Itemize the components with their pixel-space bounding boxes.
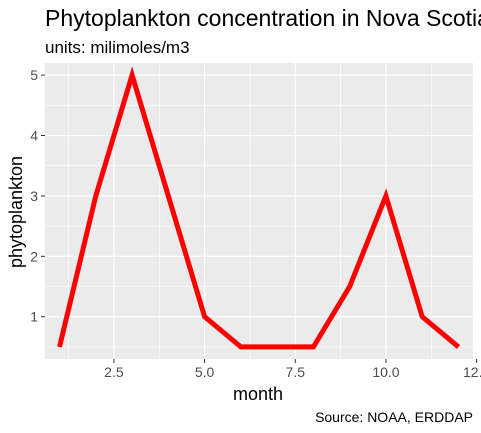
y-axis-title: phytoplankton <box>6 156 26 268</box>
y-tick-label: 2 <box>30 248 38 264</box>
chart-subtitle: units: milimoles/m3 <box>45 38 190 57</box>
y-tick-label: 4 <box>30 127 38 143</box>
chart-caption: Source: NOAA, ERDDAP <box>315 409 473 425</box>
x-tick-label: 7.5 <box>286 364 306 380</box>
plot-panel <box>45 63 473 359</box>
series-layer <box>57 66 461 350</box>
y-tick-label: 1 <box>30 309 38 325</box>
y-tick-label: 3 <box>30 188 38 204</box>
x-axis-title: month <box>233 384 283 404</box>
x-tick-label: 12.5 <box>463 364 481 380</box>
x-tick-label: 10.0 <box>372 364 399 380</box>
x-tick-label: 5.0 <box>195 364 215 380</box>
y-axis-ticks: 1 2 3 4 5 <box>30 67 45 325</box>
y-tick-label: 5 <box>30 67 38 83</box>
series-line-0 <box>57 66 461 350</box>
x-axis-ticks: 2.5 5.0 7.5 10.0 12.5 <box>104 359 481 380</box>
x-tick-label: 2.5 <box>104 364 124 380</box>
chart-title: Phytoplankton concentration in Nova Scot… <box>45 5 481 31</box>
major-gridlines <box>45 63 473 359</box>
